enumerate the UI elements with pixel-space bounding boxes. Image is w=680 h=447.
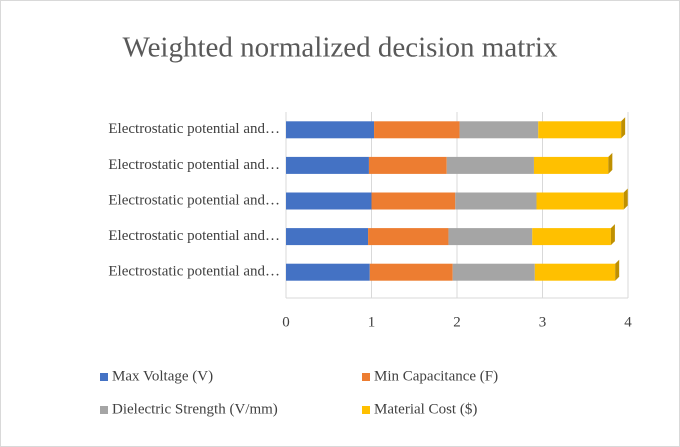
bar [374, 121, 460, 139]
bar [536, 192, 624, 210]
bar [534, 263, 616, 281]
bar [286, 192, 372, 210]
bar-depth [608, 152, 613, 174]
bar-depth [615, 259, 620, 281]
bar [532, 228, 611, 246]
x-tick-label: 1 [368, 314, 376, 330]
bar [446, 156, 534, 174]
x-tick-label: 4 [624, 314, 632, 330]
bar [368, 228, 449, 246]
bar [448, 228, 533, 246]
y-tick-label: Electrostatic potential and… [108, 228, 280, 244]
bar-depth [610, 224, 615, 246]
y-tick-label: Electrostatic potential and… [108, 264, 280, 280]
bar [286, 263, 370, 281]
bar [286, 156, 369, 174]
x-tick-label: 3 [539, 314, 547, 330]
legend-label: Min Capacitance (F) [374, 368, 498, 384]
bar-depth [623, 188, 628, 210]
bar [452, 263, 535, 281]
bar [371, 192, 456, 210]
y-tick-label: Electrostatic potential and… [108, 157, 280, 173]
legend-swatch [100, 406, 108, 414]
bar [538, 121, 622, 139]
bar [459, 121, 539, 139]
legend-swatch [362, 373, 370, 381]
x-tick-label: 2 [453, 314, 461, 330]
legend-label: Material Cost ($) [374, 401, 477, 417]
bar [369, 263, 453, 281]
legend-label: Max Voltage (V) [112, 368, 213, 384]
y-tick-label: Electrostatic potential and… [108, 121, 280, 137]
x-tick-label: 0 [282, 314, 290, 330]
bar [533, 156, 609, 174]
bar [455, 192, 537, 210]
y-tick-label: Electrostatic potential and… [108, 192, 280, 208]
bar [286, 228, 369, 246]
legend-swatch [100, 373, 108, 381]
chart-title: Weighted normalized decision matrix [123, 32, 558, 64]
bar-depth [621, 117, 626, 139]
bar [368, 156, 447, 174]
legend-swatch [362, 406, 370, 414]
bar [286, 121, 375, 139]
legend-label: Dielectric Strength (V/mm) [112, 401, 278, 417]
